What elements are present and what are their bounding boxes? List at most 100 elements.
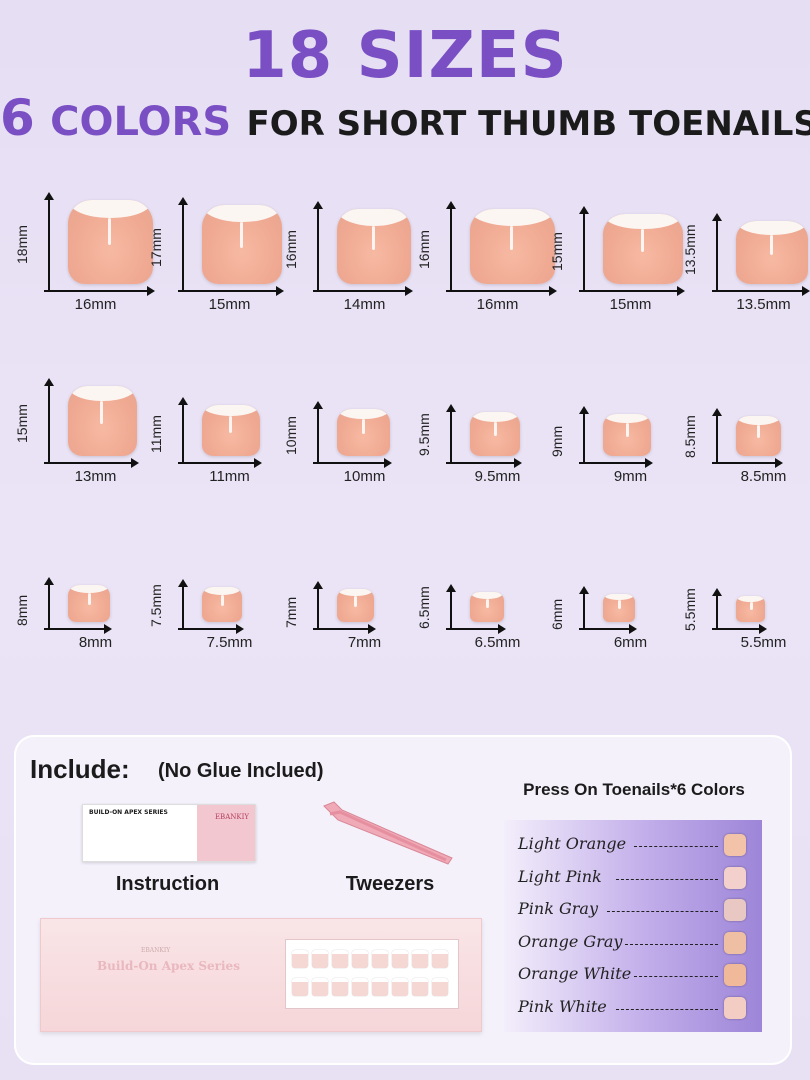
width-arrow [313, 458, 392, 468]
width-label: 14mm [343, 296, 386, 313]
color-leader-line [634, 846, 718, 847]
color-leader-line [606, 911, 718, 912]
toenail-image [68, 200, 153, 284]
height-arrow [712, 588, 722, 628]
size-cell: 8.5mm 8.5mm [676, 360, 810, 525]
size-cell: 9mm 9mm [543, 360, 678, 525]
toenail-image [470, 209, 555, 284]
width-label: 15mm [609, 296, 652, 313]
tray-nail [352, 978, 368, 996]
headline-rest: FOR SHORT THUMB TOENAILS [246, 104, 810, 144]
size-cell: 10mm 10mm [277, 360, 412, 525]
color-row: Pink Gray [518, 899, 758, 923]
height-arrow [313, 201, 323, 290]
width-arrow [178, 458, 262, 468]
size-cell: 17mm 15mm [142, 180, 284, 345]
tray-nail [292, 950, 308, 968]
colors-word: COLORS [50, 99, 232, 145]
tray-nail [392, 978, 408, 996]
height-label: 17mm [148, 227, 164, 267]
headline-sizes: 18 SIZES [242, 19, 568, 93]
height-arrow [579, 406, 589, 462]
height-label: 6mm [549, 598, 565, 630]
height-label: 16mm [416, 229, 432, 269]
height-arrow [313, 401, 323, 462]
height-arrow [44, 378, 54, 462]
color-swatch [724, 931, 746, 954]
toenail-image [202, 205, 282, 284]
color-row: Pink White [518, 996, 758, 1021]
box-series-name: Build-On Apex Series [97, 959, 240, 973]
tweezers-label: Tweezers [345, 873, 435, 895]
tray-nail [332, 978, 348, 996]
size-cell: 7.5mm 7.5mm [142, 528, 277, 693]
color-list: Light Orange Light Pink Pink Gray Orange Gr… [504, 820, 762, 1032]
toenail-image [603, 214, 683, 284]
headline-colors: 6 COLORS FOR SHORT THUMB TOENAILS [0, 90, 810, 152]
width-arrow [44, 458, 139, 468]
width-label: 9.5mm [474, 468, 521, 485]
tray-nail [432, 950, 448, 968]
tray-nail [392, 950, 408, 968]
color-swatch [724, 866, 746, 889]
card-heading: BUILD-ON APEX SERIES [89, 809, 168, 816]
toenail-image [736, 596, 765, 622]
color-name: Orange Gray [518, 931, 623, 951]
tray-nail [372, 950, 388, 968]
colors-title: Press On Toenails*6 Colors [523, 780, 745, 799]
width-arrow [446, 624, 506, 634]
height-arrow [313, 581, 323, 628]
color-swatch [724, 996, 746, 1019]
tray-nail [332, 950, 348, 968]
width-label: 6mm [613, 634, 648, 651]
include-note: (No Glue Inclued) [158, 760, 324, 782]
height-arrow [178, 579, 188, 628]
color-row: Light Orange [518, 834, 758, 858]
toenail-image [736, 416, 781, 456]
height-label: 5.5mm [682, 588, 698, 631]
height-label: 10mm [283, 415, 299, 455]
size-cell: 8mm 8mm [8, 528, 143, 693]
card-brand: EBANKIY [214, 813, 249, 821]
width-label: 16mm [476, 296, 519, 313]
tweezers-icon [323, 801, 453, 865]
height-arrow [178, 397, 188, 462]
instruction-label: Instruction [115, 873, 220, 895]
height-arrow [712, 408, 722, 462]
height-label: 7.5mm [148, 583, 164, 627]
width-label: 13.5mm [736, 296, 791, 313]
width-label: 5.5mm [740, 634, 787, 651]
height-arrow [579, 586, 589, 628]
width-arrow [313, 624, 376, 634]
height-label: 8.5mm [682, 415, 698, 458]
size-cell: 7mm 7mm [277, 528, 412, 693]
card-pink-band [197, 805, 255, 861]
width-arrow [178, 624, 244, 634]
size-cell: 18mm 16mm [8, 180, 155, 345]
color-name: Light Pink [518, 866, 602, 886]
height-arrow [446, 584, 456, 628]
tray-nail [432, 978, 448, 996]
tray-nail [412, 978, 428, 996]
width-arrow [313, 286, 413, 296]
size-cell: 11mm 11mm [142, 360, 277, 525]
size-cell: 15mm 13mm [8, 360, 143, 525]
toenail-image [68, 585, 110, 622]
width-label: 11mm [209, 468, 250, 485]
width-label: 8.5mm [740, 468, 787, 485]
width-arrow [446, 458, 522, 468]
tray-nail [372, 978, 388, 996]
toenail-image [470, 412, 520, 456]
width-label: 16mm [74, 296, 117, 313]
height-label: 11mm [148, 414, 164, 453]
height-arrow [178, 197, 188, 290]
width-label: 13mm [74, 468, 117, 485]
size-cell: 6mm 6mm [543, 528, 678, 693]
size-cell: 5.5mm 5.5mm [676, 528, 810, 693]
height-label: 15mm [14, 404, 30, 443]
color-leader-line [634, 976, 718, 977]
height-label: 7mm [283, 596, 299, 628]
width-label: 8mm [78, 634, 113, 651]
color-leader-line [625, 943, 718, 945]
width-label: 7mm [347, 634, 382, 651]
